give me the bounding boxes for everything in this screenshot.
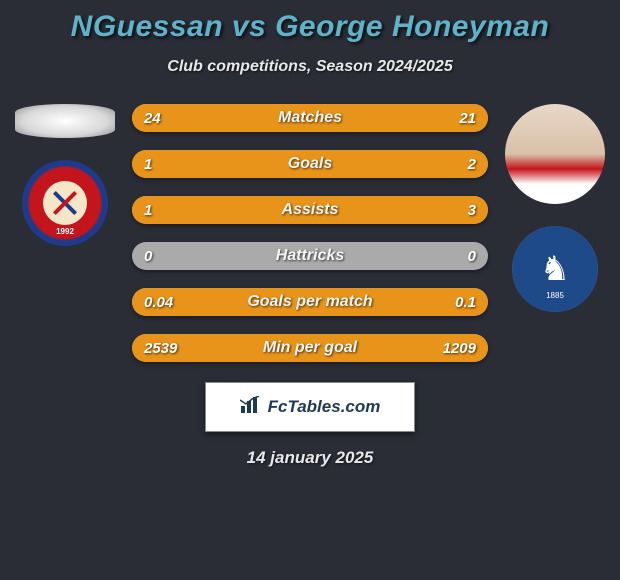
player1-avatar [15, 104, 115, 138]
club-badge-cross-icon [43, 181, 87, 225]
chart-icon [240, 396, 262, 419]
stat-value-left: 1 [144, 202, 152, 219]
club-badge-year: 1992 [56, 227, 74, 236]
stat-bar: 0 Hattricks 0 [132, 242, 488, 270]
stat-value-right: 0.1 [455, 294, 476, 311]
right-column: ♞ 1885 [500, 104, 610, 312]
stat-value-left: 1 [144, 156, 152, 173]
stat-label: Hattricks [276, 247, 344, 265]
stat-bar: 1 Goals 2 [132, 150, 488, 178]
stat-label: Goals [288, 155, 332, 173]
player2-club-badge: ♞ 1885 [512, 226, 598, 312]
source-text: FcTables.com [268, 397, 381, 417]
stat-bar: 0.04 Goals per match 0.1 [132, 288, 488, 316]
stat-value-left: 0.04 [144, 294, 173, 311]
player1-club-badge: 1992 [22, 160, 108, 246]
stat-label: Matches [278, 109, 342, 127]
stat-value-left: 2539 [144, 340, 177, 357]
page-title: NGuessan vs George Honeyman [0, 10, 620, 44]
stat-value-left: 24 [144, 110, 161, 127]
stat-bar: 24 Matches 21 [132, 104, 488, 132]
club-badge-year: 1885 [546, 291, 564, 300]
stat-fill-right [221, 196, 488, 224]
stat-label: Assists [282, 201, 339, 219]
source-badge[interactable]: FcTables.com [205, 382, 415, 432]
stat-value-right: 0 [468, 248, 476, 265]
left-column: 1992 [10, 104, 120, 246]
stat-value-left: 0 [144, 248, 152, 265]
club-badge-lion-icon: ♞ [540, 249, 570, 289]
player2-avatar [505, 104, 605, 204]
stat-value-right: 1209 [443, 340, 476, 357]
date-text: 14 january 2025 [0, 448, 620, 468]
stats-bars: 24Matches211Goals21Assists30Hattricks00.… [132, 104, 488, 362]
stat-bar: 1 Assists 3 [132, 196, 488, 224]
stat-label: Min per goal [263, 339, 357, 357]
stat-label: Goals per match [247, 293, 372, 311]
stat-bar: 2539 Min per goal 1209 [132, 334, 488, 362]
stat-value-right: 3 [468, 202, 476, 219]
stat-fill-right [249, 150, 488, 178]
stat-value-right: 21 [459, 110, 476, 127]
content-row: 1992 24Matches211Goals21Assists30Hattric… [0, 104, 620, 362]
stat-value-right: 2 [468, 156, 476, 173]
comparison-card: NGuessan vs George Honeyman Club competi… [0, 0, 620, 580]
subtitle: Club competitions, Season 2024/2025 [0, 58, 620, 76]
